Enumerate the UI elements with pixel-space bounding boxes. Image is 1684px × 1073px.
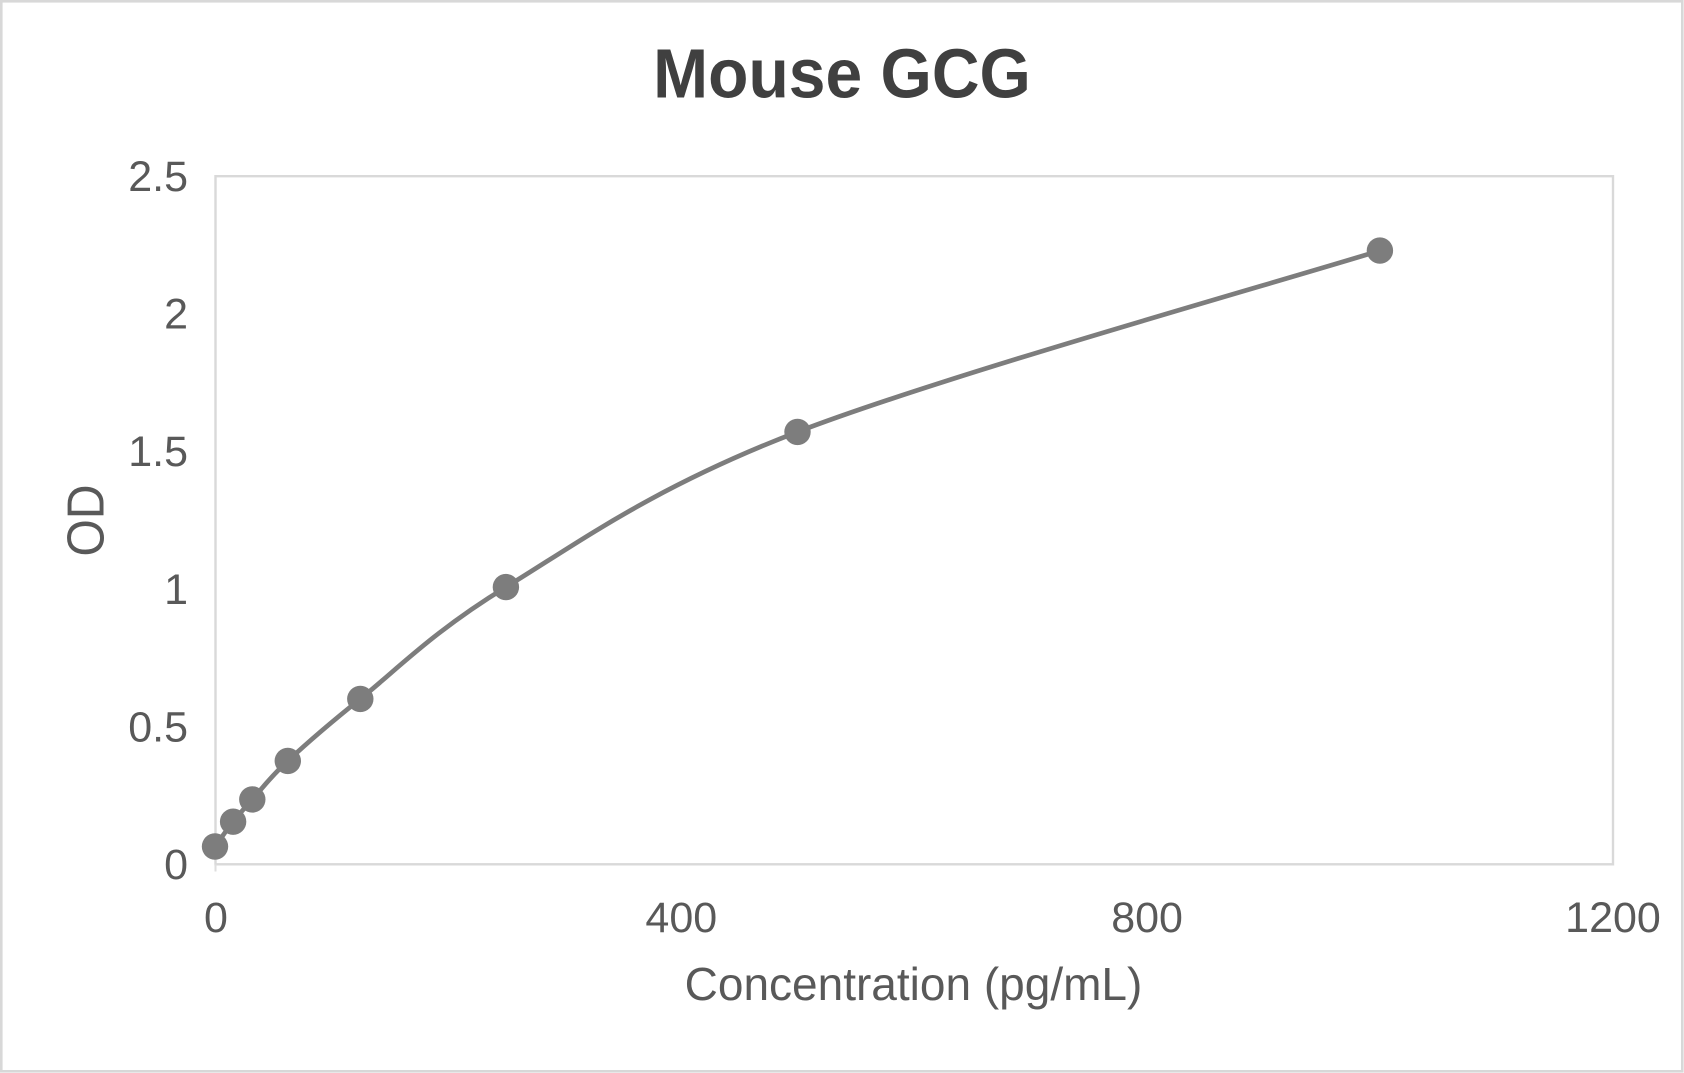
svg-text:0: 0 bbox=[204, 894, 228, 942]
svg-text:0: 0 bbox=[164, 841, 188, 889]
svg-text:800: 800 bbox=[1111, 894, 1183, 942]
svg-text:1.5: 1.5 bbox=[128, 428, 188, 476]
svg-text:1: 1 bbox=[164, 566, 188, 614]
svg-text:Concentration (pg/mL): Concentration (pg/mL) bbox=[685, 958, 1143, 1010]
svg-text:OD: OD bbox=[57, 485, 115, 557]
svg-text:400: 400 bbox=[645, 894, 717, 942]
svg-text:0.5: 0.5 bbox=[128, 704, 188, 752]
svg-text:2: 2 bbox=[164, 291, 188, 339]
svg-text:1200: 1200 bbox=[1565, 894, 1661, 942]
svg-text:Mouse GCG: Mouse GCG bbox=[653, 36, 1031, 113]
svg-text:2.5: 2.5 bbox=[128, 153, 188, 201]
